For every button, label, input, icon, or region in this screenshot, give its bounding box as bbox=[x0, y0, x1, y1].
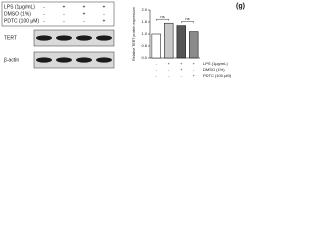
page: {"label": "(g)", "blot": {"treatments": … bbox=[0, 0, 320, 89]
annotation: ns bbox=[185, 16, 189, 21]
annotation: ns bbox=[160, 14, 164, 19]
treatment-sign: - bbox=[83, 18, 85, 24]
treatment-sign: - bbox=[168, 73, 170, 78]
treatment-sign: + bbox=[180, 61, 183, 66]
treatment-sign: + bbox=[103, 18, 106, 24]
y-tick-label: 1.5 bbox=[141, 19, 147, 24]
blot-actin bbox=[33, 51, 115, 69]
band-label: β-actin bbox=[4, 57, 19, 63]
figure: (g) LPS (1μg/mL) - + + +DMSO (1%) - - + -PDTC (1… bbox=[1, 1, 245, 78]
band bbox=[36, 57, 52, 63]
band bbox=[36, 35, 52, 41]
treatment-sign: - bbox=[168, 67, 170, 72]
treatment-name: DMSO (1%) bbox=[4, 11, 31, 17]
treatment-sign: - bbox=[103, 11, 105, 17]
treatment-sign: - bbox=[63, 11, 65, 17]
treatment-sign: + bbox=[83, 11, 86, 17]
treatment-name: LPS (1μg/mL) bbox=[4, 4, 35, 10]
treatment-sign: - bbox=[156, 73, 158, 78]
annotation-bracket bbox=[181, 21, 194, 24]
treatment-sign: - bbox=[156, 61, 158, 66]
treatment-sign: - bbox=[156, 67, 158, 72]
treatment-sign: + bbox=[103, 4, 106, 10]
treatment-sign: - bbox=[181, 73, 183, 78]
treatment-name: PDTC (100 μM) bbox=[203, 73, 232, 78]
treatment-box bbox=[1, 1, 115, 27]
treatment-sign: + bbox=[180, 67, 183, 72]
band bbox=[56, 57, 72, 63]
band bbox=[96, 35, 112, 41]
panel-label: (g) bbox=[236, 3, 245, 10]
treatment-sign: - bbox=[193, 67, 195, 72]
bar bbox=[164, 22, 174, 59]
band bbox=[56, 35, 72, 41]
annotation-bracket bbox=[156, 19, 169, 21]
band bbox=[76, 35, 92, 41]
band bbox=[76, 57, 92, 63]
treatment-sign: - bbox=[43, 4, 45, 10]
treatment-sign: - bbox=[63, 18, 65, 24]
band bbox=[96, 57, 112, 63]
treatment-sign: + bbox=[168, 61, 171, 66]
treatment-name: LPS (1μg/mL) bbox=[203, 61, 228, 66]
treatment-name: PDTC (100 μM) bbox=[4, 18, 39, 24]
treatment-sign: - bbox=[43, 11, 45, 17]
y-axis-label: Relative TERT protein expression bbox=[132, 7, 136, 61]
band-label: TERT bbox=[4, 35, 17, 41]
bar bbox=[189, 31, 199, 59]
treatment-sign: + bbox=[193, 73, 196, 78]
bar bbox=[151, 33, 161, 59]
bar bbox=[176, 25, 186, 59]
y-tick-label: 0.5 bbox=[141, 43, 147, 48]
treatment-name: DMSO (1%) bbox=[203, 67, 225, 72]
y-tick-label: 1.0 bbox=[141, 31, 147, 36]
treatment-sign: + bbox=[193, 61, 196, 66]
y-tick-label: 2.0 bbox=[141, 7, 147, 12]
treatment-sign: + bbox=[63, 4, 66, 10]
treatment-sign: + bbox=[83, 4, 86, 10]
treatment-sign: - bbox=[43, 18, 45, 24]
y-tick-label: 0.0 bbox=[141, 55, 147, 60]
blot-tert bbox=[33, 29, 115, 47]
